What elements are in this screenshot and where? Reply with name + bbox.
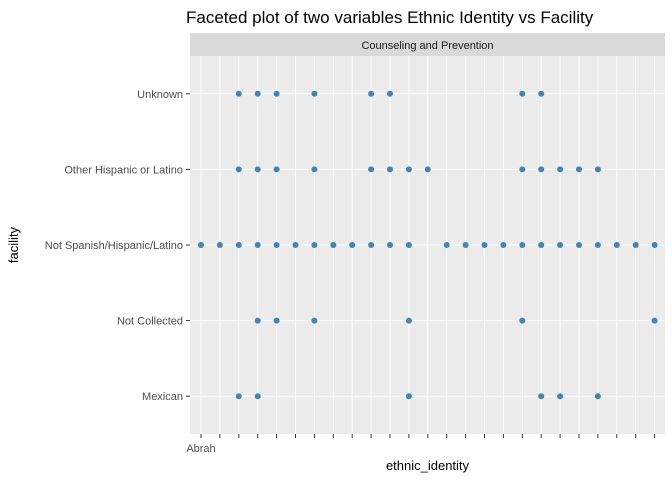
data-point — [273, 90, 280, 97]
data-point — [405, 393, 412, 400]
data-point — [405, 166, 412, 173]
data-point — [368, 90, 375, 97]
y-tick-label: Not Spanish/Hispanic/Latino — [45, 240, 183, 252]
data-point — [538, 242, 545, 248]
data-point — [235, 393, 242, 400]
x-axis: Abrah — [186, 434, 656, 455]
y-tick-label: Other Hispanic or Latino — [64, 164, 183, 176]
y-tick-label: Not Collected — [117, 316, 183, 328]
data-point — [405, 317, 412, 324]
data-point — [311, 317, 318, 324]
data-point — [368, 242, 375, 248]
data-point — [254, 90, 261, 97]
data-point — [235, 242, 242, 248]
data-point — [387, 166, 393, 173]
data-point — [576, 166, 582, 173]
data-point — [349, 242, 356, 248]
data-point — [254, 242, 261, 248]
x-tick-label: Abrah — [186, 443, 215, 455]
data-point — [443, 242, 450, 248]
data-point — [216, 242, 223, 248]
data-point — [405, 242, 412, 248]
data-point — [387, 242, 393, 248]
data-point — [632, 242, 639, 248]
data-point — [424, 166, 431, 173]
y-axis-title: facility — [6, 226, 21, 263]
y-tick-label: Mexican — [142, 391, 183, 403]
data-point — [519, 166, 526, 173]
data-point — [557, 242, 564, 248]
facet-label: Counseling and Prevention — [361, 40, 493, 52]
x-axis-title: ethnic_identity — [386, 458, 470, 473]
data-point — [651, 317, 658, 324]
data-point — [594, 393, 601, 400]
data-point — [538, 393, 545, 400]
data-point — [576, 242, 582, 248]
data-point — [254, 317, 261, 324]
data-point — [254, 393, 261, 400]
data-points — [198, 90, 658, 400]
data-point — [500, 242, 507, 248]
data-point — [557, 166, 564, 173]
y-axis: Mexican Not Collected Not Spanish/Hispanic… — [45, 89, 190, 403]
data-point — [538, 90, 545, 97]
data-point — [594, 242, 601, 248]
data-point — [273, 242, 280, 248]
data-point — [330, 242, 337, 248]
data-point — [519, 242, 526, 248]
data-point — [273, 166, 280, 173]
data-point — [613, 242, 620, 248]
data-point — [594, 166, 601, 173]
data-point — [368, 166, 375, 173]
chart-title: Faceted plot of two variables Ethnic Ide… — [186, 8, 594, 27]
data-point — [198, 242, 204, 248]
data-point — [235, 90, 242, 97]
data-point — [387, 90, 393, 97]
data-point — [519, 90, 526, 97]
y-tick-label: Unknown — [137, 89, 183, 101]
data-point — [519, 317, 526, 324]
data-point — [311, 242, 318, 248]
data-point — [557, 393, 564, 400]
data-point — [538, 166, 545, 173]
data-point — [462, 242, 469, 248]
data-point — [311, 90, 318, 97]
data-point — [235, 166, 242, 173]
data-point — [273, 317, 280, 324]
data-point — [651, 242, 658, 248]
data-point — [311, 166, 318, 173]
data-point — [481, 242, 488, 248]
data-point — [254, 166, 261, 173]
data-point — [292, 242, 299, 248]
facet-strip — [190, 33, 665, 56]
